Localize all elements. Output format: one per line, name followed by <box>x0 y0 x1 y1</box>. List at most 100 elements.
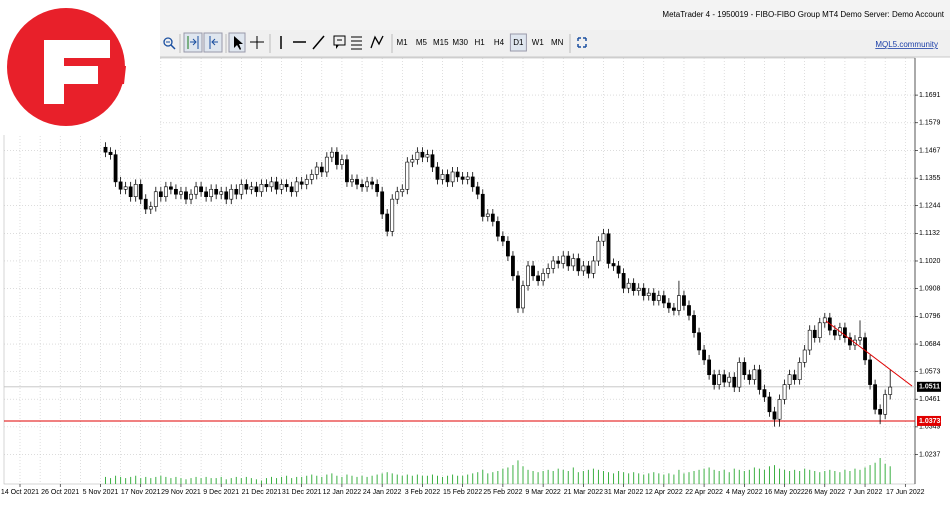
candle-body <box>581 265 586 272</box>
timeframe-button[interactable]: D1 <box>513 38 524 47</box>
candle-body <box>697 332 701 351</box>
x-tick-label: 16 May 2022 <box>764 489 805 496</box>
candle-body <box>309 174 314 180</box>
candle-body <box>762 389 767 398</box>
candle-body <box>153 191 158 207</box>
candle-body <box>299 181 304 185</box>
candle-body <box>863 337 867 361</box>
candle-body <box>646 292 651 296</box>
candle-body <box>264 184 269 188</box>
candle-body <box>500 235 505 242</box>
candle-body <box>445 174 450 183</box>
candle-body <box>294 181 299 193</box>
candle-body <box>772 411 777 420</box>
candle-body <box>873 384 878 410</box>
candle-body <box>485 213 490 217</box>
x-tick-label: 12 Apr 2022 <box>645 489 683 496</box>
logo-notch <box>98 66 126 84</box>
candle-body <box>807 329 812 351</box>
timeframe-button[interactable]: M15 <box>433 38 449 47</box>
window-title: MetaTrader 4 - 1950019 - FIBO-FIBO Group… <box>662 10 944 19</box>
y-tick-label: 1.0349 <box>919 424 941 431</box>
candle-body <box>576 258 581 272</box>
candle-body <box>249 186 254 190</box>
candle-body <box>385 213 390 232</box>
timeframe-button[interactable]: M30 <box>452 38 468 47</box>
mql5-link[interactable]: MQL5.community <box>875 40 938 49</box>
candle-body <box>692 315 696 333</box>
candle-body <box>143 198 148 210</box>
candle-body <box>682 295 686 306</box>
candle-body <box>128 186 133 198</box>
candle-body <box>732 376 737 388</box>
y-tick-label: 1.0237 <box>919 451 941 458</box>
fullscreen-button[interactable] <box>577 37 587 48</box>
candle-body <box>289 186 294 193</box>
chart-shift-button[interactable] <box>203 32 223 53</box>
candle-body <box>782 384 787 400</box>
candle-body <box>123 186 128 190</box>
cursor-button[interactable] <box>228 32 246 53</box>
candle-body <box>702 349 706 361</box>
candle-body <box>737 362 742 388</box>
timeframe-button[interactable]: H4 <box>494 38 505 47</box>
candle-body <box>425 154 430 158</box>
candle-body <box>797 362 802 380</box>
bid-price-label: 1.0511 <box>919 384 940 391</box>
zoom-out-button[interactable] <box>163 37 176 50</box>
candle-body <box>802 349 807 363</box>
trendline-button[interactable] <box>312 35 325 50</box>
timeframe-button[interactable]: H1 <box>474 38 485 47</box>
candle-body <box>465 176 470 180</box>
candle-body <box>440 174 445 180</box>
channel-button[interactable] <box>333 35 346 49</box>
candle-body <box>561 255 566 264</box>
x-tick-label: 12 Jan 2022 <box>323 489 362 496</box>
trendline-drawing <box>825 320 913 387</box>
x-tick-label: 22 Apr 2022 <box>685 489 723 496</box>
candle-body <box>712 374 717 385</box>
y-tick-label: 1.1355 <box>919 175 941 182</box>
candle-body <box>189 193 193 200</box>
candle-body <box>511 255 515 277</box>
candle-body <box>536 275 540 282</box>
level-price-label: 1.0373 <box>919 418 941 425</box>
candle-body <box>169 186 173 190</box>
candle-body <box>822 317 827 324</box>
candle-body <box>626 282 631 289</box>
candle-body <box>274 181 279 190</box>
candle-body <box>410 159 415 163</box>
candle-body <box>641 287 646 296</box>
timeframe-button[interactable]: MN <box>551 38 564 47</box>
candle-body <box>269 181 274 188</box>
candle-body <box>556 260 561 264</box>
candle-body <box>460 176 465 180</box>
candle-body <box>158 191 163 198</box>
candle-body <box>148 206 153 210</box>
x-tick-label: 21 Dec 2021 <box>242 489 282 496</box>
candle-body <box>526 265 530 287</box>
candle-body <box>717 374 722 385</box>
timeframe-button[interactable]: M5 <box>416 38 428 47</box>
candle-body <box>219 191 224 195</box>
candle-body <box>677 295 681 311</box>
timeframe-button[interactable]: W1 <box>532 38 545 47</box>
x-tick-label: 31 Dec 2021 <box>282 489 322 496</box>
crosshair-button[interactable] <box>250 36 264 49</box>
candle-body <box>611 263 616 267</box>
y-tick-label: 1.0461 <box>919 396 941 403</box>
candle-body <box>329 151 334 158</box>
candle-body <box>239 184 244 195</box>
candle-body <box>541 273 546 282</box>
x-tick-label: 5 Nov 2021 <box>83 489 119 496</box>
fibo-button[interactable] <box>351 36 362 50</box>
x-tick-label: 4 May 2022 <box>726 489 763 496</box>
candle-body <box>355 179 359 185</box>
candle-body <box>883 394 888 415</box>
autoscroll-button[interactable] <box>183 32 203 53</box>
candle-body <box>812 329 817 338</box>
candle-body <box>184 191 188 200</box>
timeframe-button[interactable]: M1 <box>396 38 408 47</box>
candle-body <box>380 191 385 215</box>
elliott-button[interactable] <box>370 35 384 49</box>
